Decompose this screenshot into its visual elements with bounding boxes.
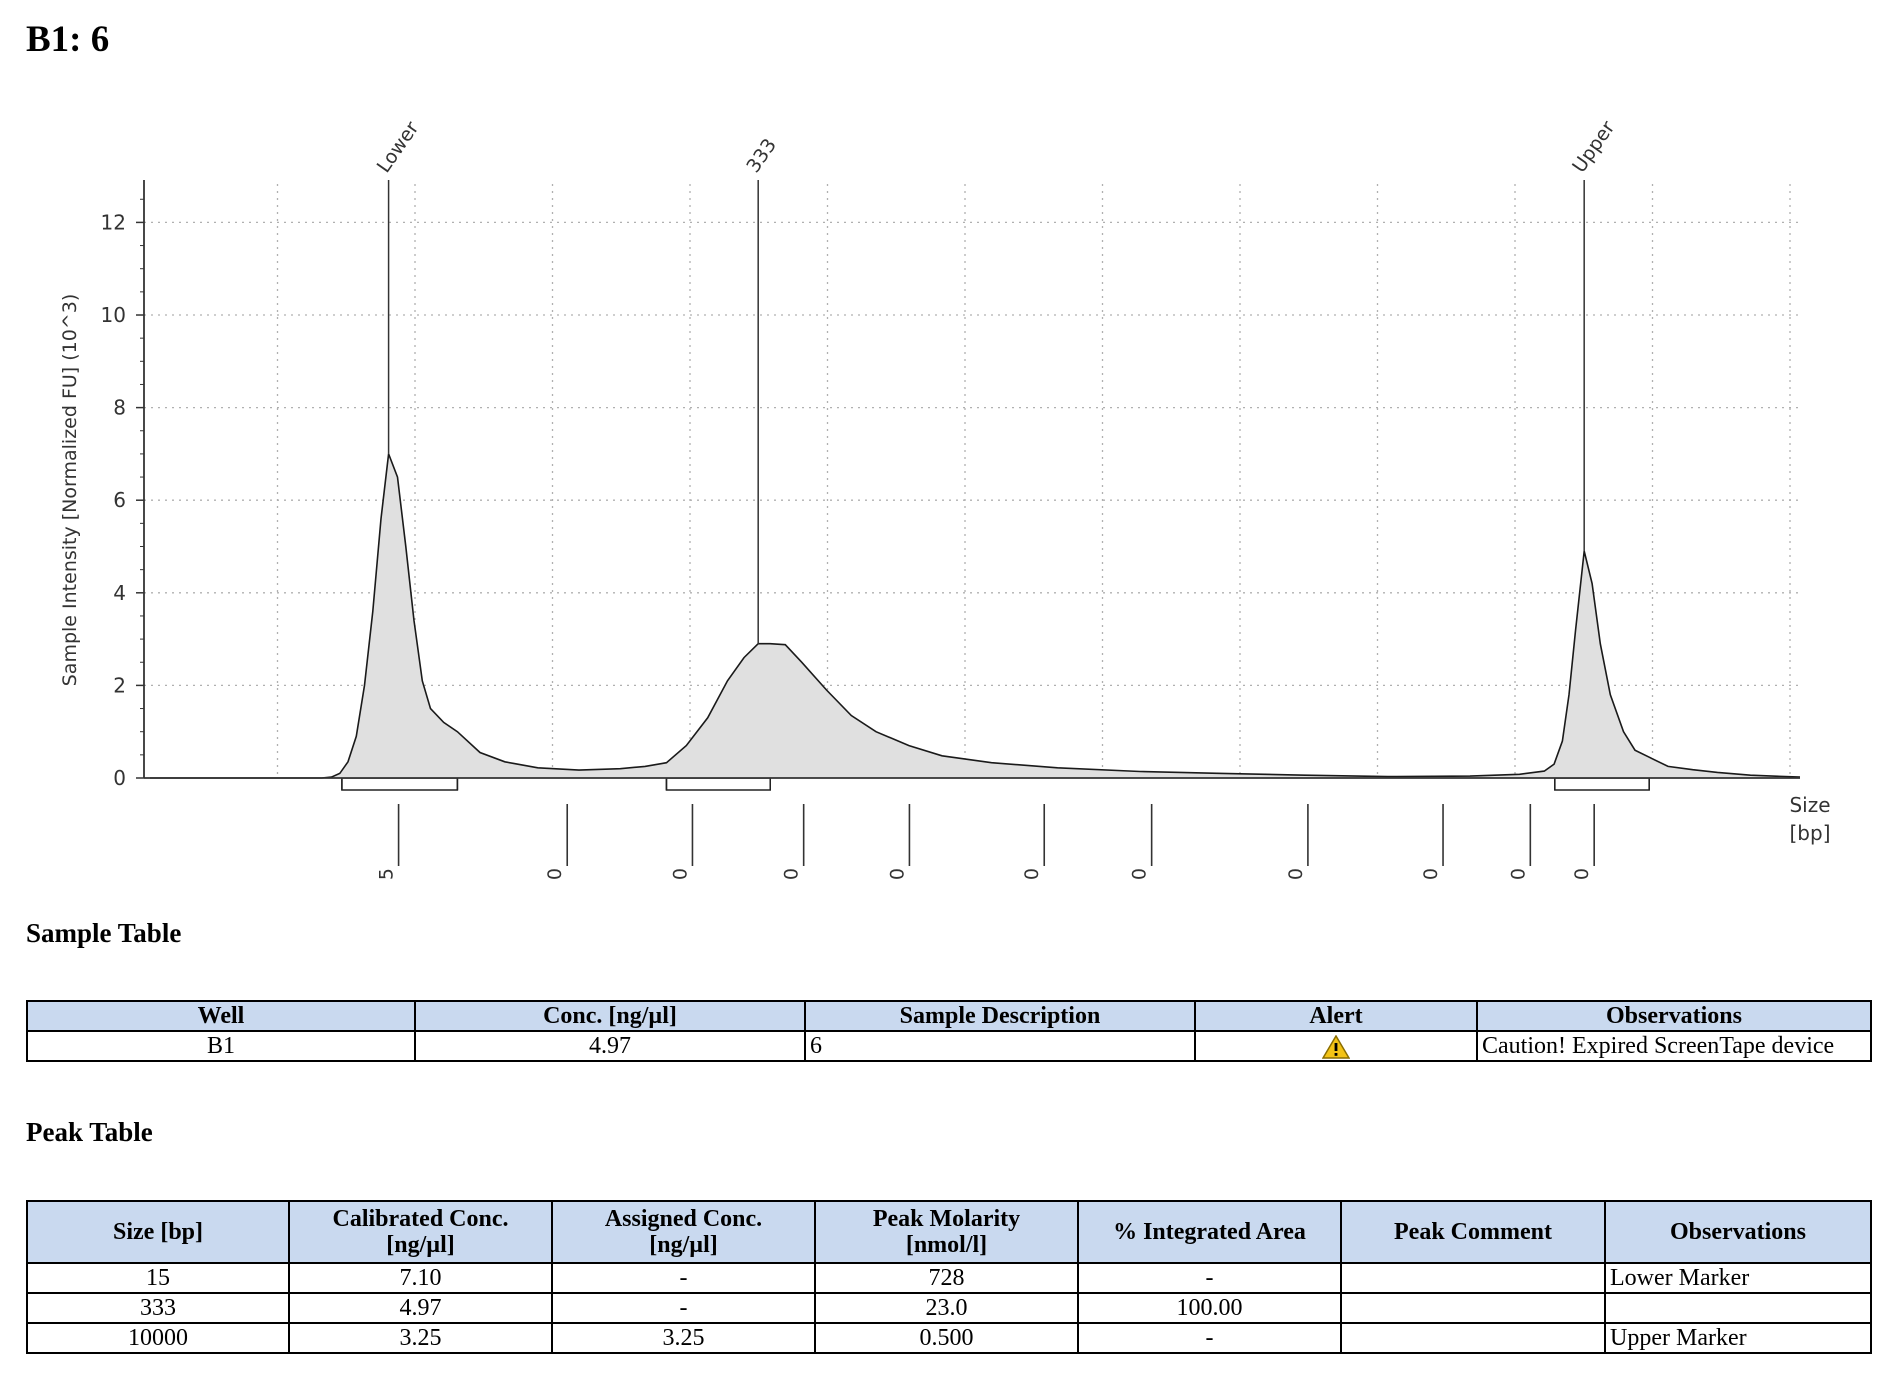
- x-tick-label: 1500: [1129, 868, 1151, 880]
- grid-layer: [144, 184, 1800, 778]
- cell-area: 100.00: [1077, 1292, 1342, 1324]
- header-observations: Observations: [1476, 1000, 1872, 1032]
- peak-table-title: Peak Table: [26, 1117, 153, 1147]
- x-tick-label: 250: [669, 868, 691, 880]
- header-conc: Conc. [ng/µl]: [414, 1000, 806, 1032]
- x-tick-label: 5000: [1507, 868, 1529, 880]
- trace-line: [150, 453, 1801, 779]
- x-axis-label-line2: [bp]: [1790, 821, 1831, 845]
- cell-molarity: 728: [814, 1262, 1079, 1294]
- x-tick-label: 100: [544, 868, 566, 880]
- cell-calibrated: 7.10: [288, 1262, 553, 1294]
- table-row: 333 4.97 - 23.0 100.00: [26, 1292, 1872, 1324]
- header-assigned-conc: Assigned Conc. [ng/µl]: [551, 1200, 816, 1264]
- integration-region: [665, 777, 771, 791]
- header-observations: Observations: [1604, 1200, 1872, 1264]
- peak-label: Lower: [373, 117, 424, 176]
- header-size: Size [bp]: [26, 1200, 290, 1264]
- x-tick-label: 10000: [1571, 868, 1593, 880]
- cell-comment: [1340, 1262, 1606, 1294]
- x-axis-label-line1: Size: [1789, 793, 1830, 817]
- cell-calibrated: 3.25: [288, 1322, 553, 1354]
- trace-fill: [150, 453, 1800, 778]
- cell-area: -: [1077, 1262, 1342, 1294]
- y-tick-label: 10: [101, 303, 126, 327]
- cell-calibrated: 4.97: [288, 1292, 553, 1324]
- peak-label: Upper: [1568, 117, 1619, 177]
- peak-table: Size [bp] Calibrated Conc. [ng/µl] Assign…: [26, 1200, 1872, 1354]
- x-tick-label: 400: [781, 868, 803, 880]
- warning-icon: [1322, 1035, 1350, 1060]
- sample-table-header-row: Well Conc. [ng/µl] Sample Description Al…: [26, 1000, 1872, 1032]
- y-tick-label: 12: [101, 210, 126, 234]
- axes: 0 2 4 6 8 10 12 15 100 250 400 600 1000 1500 2500 3500 5…: [101, 180, 1800, 880]
- header-calibrated-conc: Calibrated Conc. [ng/µl]: [288, 1200, 553, 1264]
- peak-label: 333: [742, 135, 781, 177]
- x-tick-label: 2500: [1285, 868, 1307, 880]
- cell-observations: Lower Marker: [1604, 1262, 1872, 1294]
- table-row: B1 4.97 6 Caution! Expired ScreenTape de…: [26, 1030, 1872, 1062]
- cell-assigned: -: [551, 1292, 816, 1324]
- sample-table-title: Sample Table: [26, 918, 182, 948]
- cell-observations: [1604, 1292, 1872, 1324]
- table-row: 10000 3.25 3.25 0.500 - Upper Marker: [26, 1322, 1872, 1354]
- sample-table: Well Conc. [ng/µl] Sample Description Al…: [26, 1000, 1872, 1062]
- x-tick-label: 1000: [1021, 868, 1043, 880]
- cell-assigned: 3.25: [551, 1322, 816, 1354]
- electropherogram-chart: Lower 333 Upper 0 2 4 6 8 10 12 15 100 250 400 600 100…: [59, 117, 1831, 880]
- cell-comment: [1340, 1292, 1606, 1324]
- y-tick-label: 4: [113, 581, 126, 605]
- peak-table-header-row: Size [bp] Calibrated Conc. [ng/µl] Assign…: [26, 1200, 1872, 1264]
- header-well: Well: [26, 1000, 416, 1032]
- peak-markers: Lower 333 Upper: [373, 117, 1619, 644]
- header-alert: Alert: [1194, 1000, 1478, 1032]
- cell-size: 10000: [26, 1322, 290, 1354]
- cell-observations: Upper Marker: [1604, 1322, 1872, 1354]
- cell-observations: Caution! Expired ScreenTape device: [1476, 1030, 1872, 1062]
- y-tick-label: 8: [113, 396, 126, 420]
- cell-size: 15: [26, 1262, 290, 1294]
- header-peak-molarity: Peak Molarity [nmol/l]: [814, 1200, 1079, 1264]
- cell-area: -: [1077, 1322, 1342, 1354]
- y-tick-label: 0: [113, 766, 126, 790]
- y-tick-label: 6: [113, 488, 126, 512]
- cell-molarity: 23.0: [814, 1292, 1079, 1324]
- y-axis-label: Sample Intensity [Normalized FU] (10^3): [59, 294, 81, 687]
- header-peak-comment: Peak Comment: [1340, 1200, 1606, 1264]
- x-tick-label: 600: [886, 868, 908, 880]
- cell-alert: [1194, 1030, 1478, 1062]
- header-integrated-area: % Integrated Area: [1077, 1200, 1342, 1264]
- cell-molarity: 0.500: [814, 1322, 1079, 1354]
- cell-conc: 4.97: [414, 1030, 806, 1062]
- table-row: 15 7.10 - 728 - Lower Marker: [26, 1262, 1872, 1294]
- integration-region: [1554, 777, 1650, 791]
- x-tick-label: 3500: [1420, 868, 1442, 880]
- cell-assigned: -: [551, 1262, 816, 1294]
- cell-size: 333: [26, 1292, 290, 1324]
- y-tick-label: 2: [113, 673, 126, 697]
- x-tick-label: 15: [376, 868, 398, 880]
- page-title: B1: 6: [26, 19, 110, 60]
- cell-comment: [1340, 1322, 1606, 1354]
- cell-description: 6: [804, 1030, 1196, 1062]
- integration-region: [341, 777, 459, 791]
- header-sample-description: Sample Description: [804, 1000, 1196, 1032]
- cell-well: B1: [26, 1030, 416, 1062]
